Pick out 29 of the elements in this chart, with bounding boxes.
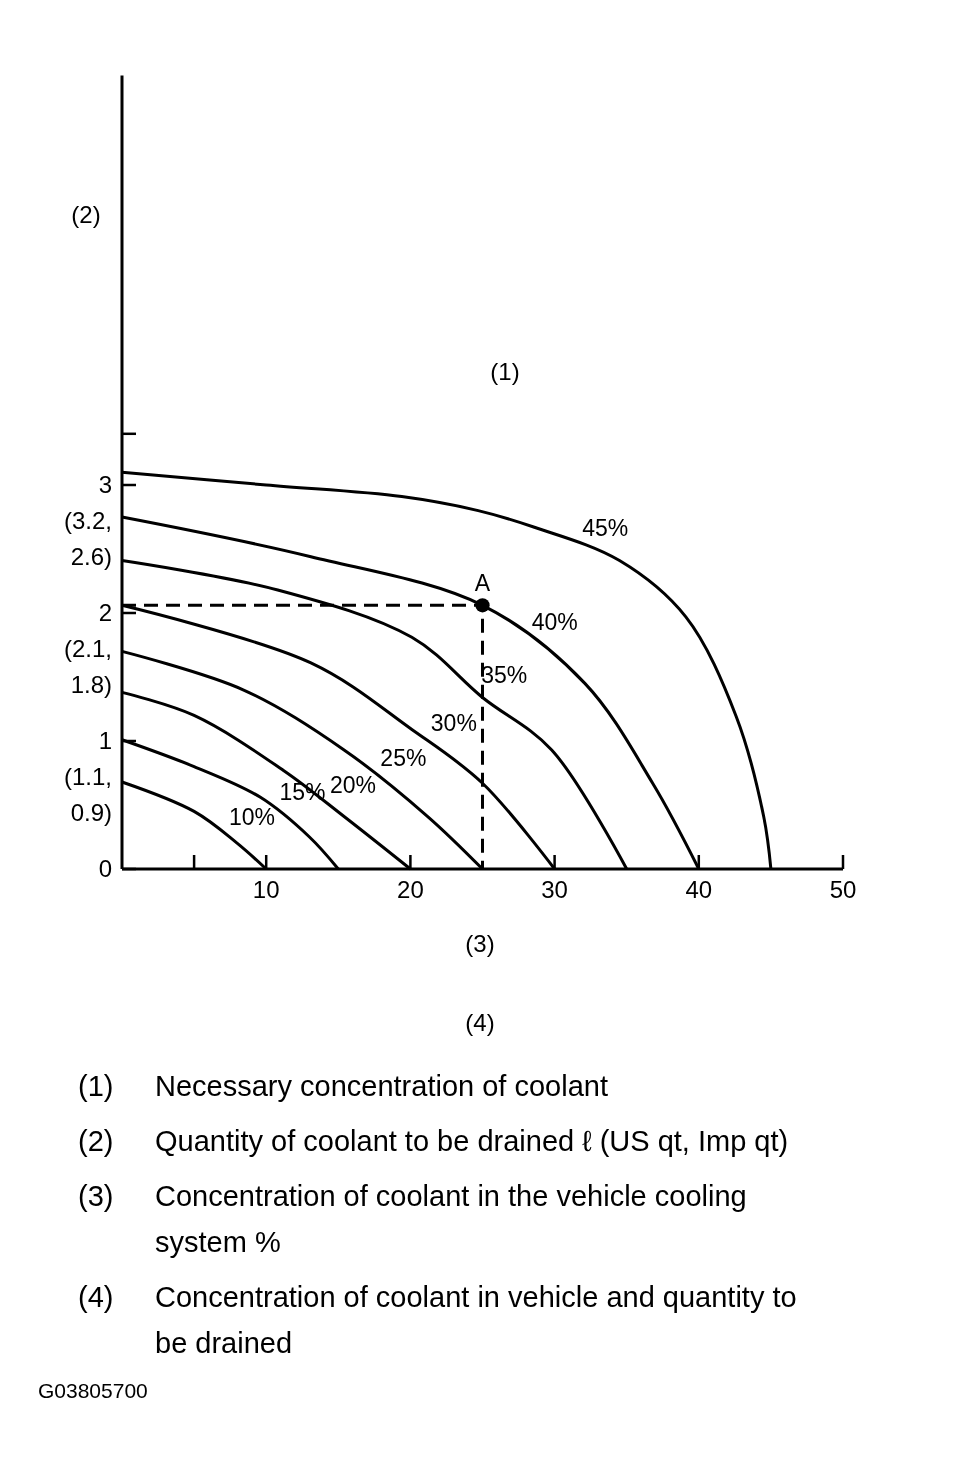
x-tick-label: 10: [252, 876, 280, 903]
text: (2.1, 1.8): [63, 635, 112, 698]
y-tick-label: 3: [98, 471, 112, 498]
series-label: A: [474, 570, 491, 597]
text: G03805700: [38, 1379, 148, 1402]
series-label: 30%: [430, 710, 477, 737]
y-axis-title: (2): [71, 201, 101, 228]
text: (3.2, 2.6): [63, 507, 112, 570]
series-label: 20%: [329, 772, 376, 799]
y-tick-label: 0: [98, 855, 112, 882]
text: (1.1, 0.9): [63, 763, 112, 826]
x-tick-label: 20: [397, 876, 424, 903]
x-tick-label: 30: [541, 876, 568, 903]
text: (1) Necessary concentration of coolant: [78, 1070, 608, 1102]
series-label: 35%: [481, 662, 528, 689]
series-label: 45%: [582, 514, 629, 541]
x-tick-label: 50: [829, 876, 857, 903]
legend-title: (1): [490, 358, 520, 385]
series-label: 40%: [531, 609, 578, 636]
text: (4): [465, 1009, 495, 1036]
series-label: 10%: [228, 803, 275, 830]
series-label: 25%: [380, 745, 427, 772]
y-tick-label: 1: [98, 727, 112, 754]
x-tick-label: 40: [685, 876, 713, 903]
x-axis-title: (3): [465, 930, 495, 957]
text: (3) Concentration of coolant in the vehicle cooling system %: [78, 1180, 747, 1258]
text: (2) Quantity of coolant to be drained ℓ (US qt, Imp qt): [78, 1125, 789, 1157]
y-tick-label: 2: [98, 599, 112, 626]
text: (4) Concentration of coolant in vehicle and quantity to be drained: [78, 1281, 797, 1359]
